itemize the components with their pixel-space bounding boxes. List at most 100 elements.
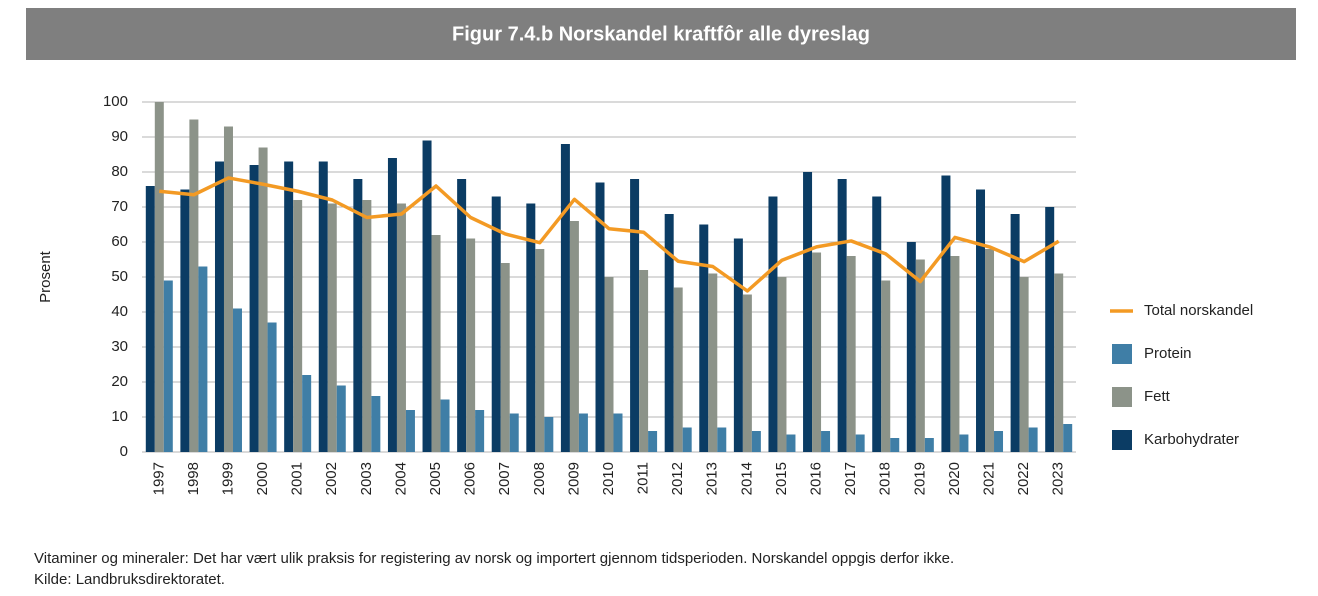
bar [1019, 277, 1029, 452]
bar [387, 158, 397, 452]
bar [881, 280, 891, 452]
y-tick-label: 0 [120, 443, 128, 460]
bar [1028, 427, 1038, 452]
bar [915, 259, 925, 452]
bar [595, 182, 605, 452]
y-tick-label: 20 [111, 373, 128, 390]
bar [699, 224, 709, 452]
bar [985, 249, 995, 452]
bar [422, 140, 432, 452]
bar [786, 434, 796, 452]
y-tick-label: 70 [111, 198, 128, 215]
bar [890, 438, 900, 452]
title-bar [26, 8, 1296, 60]
bar [535, 249, 545, 452]
bar [353, 179, 363, 452]
bar [717, 427, 727, 452]
x-tick-label: 2000 [254, 462, 271, 495]
bar [258, 147, 268, 452]
x-tick-label: 2008 [531, 462, 548, 495]
bar [872, 196, 882, 452]
x-tick-label: 2019 [911, 462, 928, 495]
bar [1010, 214, 1020, 452]
bar [837, 179, 847, 452]
y-tick-label: 80 [111, 163, 128, 180]
bar [302, 375, 312, 452]
x-tick-label: 2003 [358, 462, 375, 495]
bar [431, 235, 441, 452]
x-tick-label: 2015 [773, 462, 790, 495]
x-tick-label: 2016 [808, 462, 825, 495]
x-tick-label: 2011 [635, 462, 652, 494]
x-tick-label: 2006 [462, 462, 479, 495]
bar [560, 144, 570, 452]
bar [673, 287, 683, 452]
y-tick-label: 10 [111, 408, 128, 425]
x-tick-label: 2012 [669, 462, 686, 495]
x-tick-label: 2023 [1050, 462, 1067, 495]
bar [223, 126, 233, 452]
line [159, 176, 1060, 293]
note: Kilde: Landbruksdirektoratet. [34, 571, 225, 588]
x-tick-label: 2004 [392, 462, 409, 495]
legend-swatch [1112, 387, 1132, 407]
bar [578, 413, 588, 452]
note: Vitaminer og mineraler: Det har vært uli… [34, 550, 954, 567]
bar [214, 161, 224, 452]
bar [500, 263, 510, 452]
x-tick-label: 2013 [704, 462, 721, 495]
bar [682, 427, 692, 452]
bar [569, 221, 579, 452]
y-axis-label: Prosent [37, 250, 54, 303]
bar [708, 273, 718, 452]
x-tick-label: 2007 [496, 462, 513, 495]
legend-swatch [1112, 430, 1132, 450]
chart-title: Figur 7.4.b Norskandel kraftfôr alle dyr… [452, 23, 870, 45]
x-tick-label: 2009 [565, 462, 582, 495]
bar [639, 270, 649, 452]
x-tick-label: 2005 [427, 462, 444, 495]
x-tick-label: 2017 [842, 462, 859, 495]
bar [604, 277, 614, 452]
bar [232, 308, 242, 452]
bar [267, 322, 277, 452]
legend-swatch [1112, 344, 1132, 364]
bar [180, 189, 190, 452]
x-tick-label: 2002 [323, 462, 340, 495]
bar [371, 396, 381, 452]
x-tick-label: 1998 [185, 462, 202, 495]
bar [526, 203, 536, 452]
bar [803, 172, 813, 452]
bar [959, 434, 969, 452]
x-tick-label: 2010 [600, 462, 617, 495]
bar [630, 179, 640, 452]
bar [396, 203, 406, 452]
bar [906, 242, 916, 452]
bar [475, 410, 485, 452]
bar [491, 196, 501, 452]
legend-label: Protein [1144, 345, 1192, 362]
bar [613, 413, 623, 452]
bar [1054, 273, 1064, 452]
y-tick-label: 50 [111, 268, 128, 285]
bar [198, 266, 208, 452]
x-tick-label: 2020 [946, 462, 963, 495]
bar [145, 186, 155, 452]
bar [457, 179, 467, 452]
bar [751, 431, 761, 452]
bar [648, 431, 658, 452]
bar [284, 161, 294, 452]
bar [154, 102, 164, 452]
bar [336, 385, 346, 452]
bar [924, 438, 934, 452]
y-tick-label: 100 [103, 93, 128, 110]
bar [1045, 207, 1055, 452]
bar [846, 256, 856, 452]
bar [362, 200, 372, 452]
bar [950, 256, 960, 452]
bar [466, 238, 476, 452]
bar [976, 189, 986, 452]
x-tick-label: 2014 [738, 462, 755, 495]
legend-label: Karbohydrater [1144, 431, 1239, 448]
bar [742, 294, 752, 452]
